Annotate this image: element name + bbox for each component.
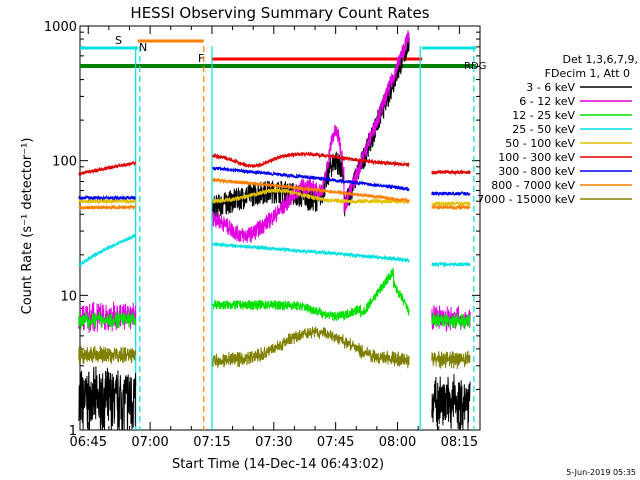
flag-label-rdg: RDG: [464, 61, 486, 72]
footer-date: 5-Jun-2019 05:35: [566, 468, 636, 477]
series-line-100-300-: [78, 160, 137, 177]
series-line-800-7000-: [78, 203, 137, 212]
x-axis-label: Start Time (14-Dec-14 06:43:02): [172, 457, 384, 472]
series-line-7000-15000-: [212, 326, 410, 369]
x-tick-label: 06:45: [70, 435, 107, 450]
series-line-3-6-: [78, 366, 137, 431]
series-line-25-50-: [78, 233, 137, 267]
legend-label: 100 - 300 keV: [498, 151, 575, 164]
series-line-100-300-: [431, 168, 471, 176]
y-tick-label: 1: [69, 424, 77, 439]
chart-title: HESSI Observing Summary Count Rates: [130, 4, 429, 22]
y-axis-label: Count Rate (s⁻¹ detector⁻¹): [20, 138, 35, 315]
legend-label: 3 - 6 keV: [526, 81, 575, 94]
legend-header-line-1: Det 1,3,6,7,9,: [562, 53, 638, 66]
x-tick-label: 08:00: [379, 435, 416, 450]
series-line-6-12-: [78, 301, 137, 333]
legend-label: 50 - 100 keV: [505, 137, 575, 150]
series-line-50-100-: [78, 197, 137, 205]
y-tick-label: 10: [60, 289, 77, 304]
series-line-7000-15000-: [78, 345, 137, 365]
legend-label: 6 - 12 keV: [519, 95, 575, 108]
plot-frame: [79, 25, 481, 431]
legend-label: 12 - 25 keV: [512, 109, 575, 122]
series-line-7000-15000-: [431, 351, 471, 370]
series-line-12-25-: [431, 312, 471, 330]
legend-label: 25 - 50 keV: [512, 123, 575, 136]
legend-label: 7000 - 15000 keV: [477, 193, 575, 206]
series-line-800-7000-: [431, 203, 471, 211]
series-line-3-6-: [431, 374, 471, 431]
series-line-300-800-: [78, 194, 137, 202]
flag-label-n: N: [139, 41, 147, 54]
x-tick-label: 07:45: [317, 435, 354, 450]
x-tick-label: 07:15: [193, 435, 230, 450]
series-line-50-100-: [212, 186, 410, 205]
legend-header-line-2: FDecim 1, Att 0: [545, 67, 630, 80]
plot-area: 1 10 100 1000 06:45 07:00 07:15 07:30 07:45 08:00…: [44, 20, 487, 450]
series-line-800-7000-: [212, 177, 410, 204]
series-line-25-50-: [431, 260, 471, 268]
series-line-300-800-: [212, 165, 410, 192]
y-tick-label: 100: [52, 155, 77, 170]
legend-label: 800 - 7000 keV: [491, 179, 575, 192]
series-line-50-100-: [431, 199, 471, 207]
series-line-12-25-: [78, 310, 137, 330]
series-line-25-50-: [212, 240, 410, 264]
x-tick-label: 08:15: [441, 435, 478, 450]
y-tick-label: 1000: [44, 20, 77, 35]
x-tick-label: 07:00: [131, 435, 168, 450]
series-line-12-25-: [212, 267, 410, 322]
series-line-100-300-: [212, 151, 410, 169]
series-line-6-12-: [212, 29, 410, 243]
x-tick-label: 07:30: [255, 435, 292, 450]
series-line-300-800-: [431, 190, 471, 197]
legend-label: 300 - 800 keV: [498, 165, 575, 178]
flag-label-s: S: [115, 34, 122, 47]
flag-label-f: F: [198, 52, 204, 65]
